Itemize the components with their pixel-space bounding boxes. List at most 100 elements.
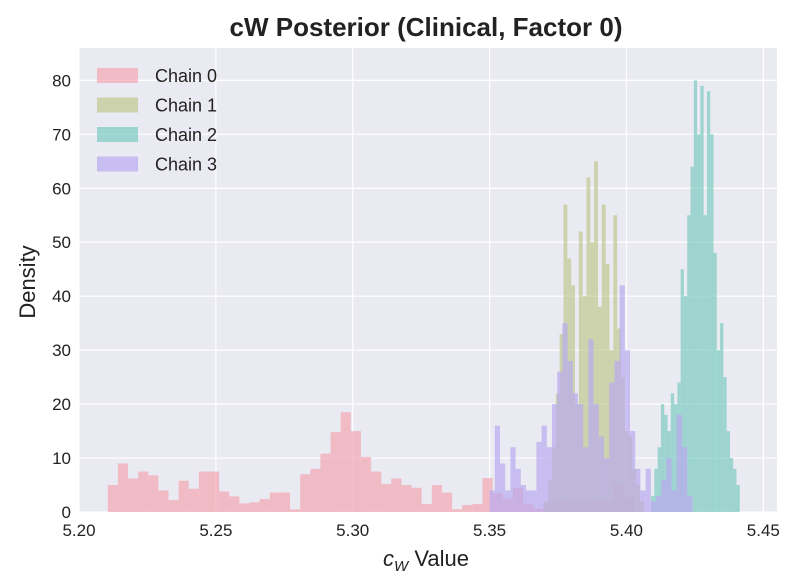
legend: Chain 0 Chain 1 Chain 2 Chain 3 — [97, 66, 217, 175]
histogram-bar — [664, 414, 668, 512]
histogram-bar — [650, 501, 657, 512]
x-axis-ticks: 5.20 5.25 5.30 5.35 5.40 5.45 — [62, 521, 779, 540]
histogram-bar — [259, 499, 270, 512]
histogram-bar — [525, 490, 532, 512]
histogram-bar — [290, 509, 301, 512]
legend-label: Chain 3 — [155, 155, 217, 175]
histogram-bar — [661, 479, 667, 512]
histogram-bar — [593, 404, 599, 512]
histogram-bar — [494, 425, 500, 512]
y-tick-label: 50 — [52, 233, 71, 252]
histogram-bar — [713, 253, 717, 512]
histogram-bar — [117, 463, 128, 512]
x-tick-label: 5.25 — [199, 521, 232, 540]
histogram-bar — [605, 263, 610, 512]
histogram-bar — [300, 474, 311, 512]
histogram-bar — [209, 471, 220, 512]
series-0-bars — [107, 412, 635, 512]
histogram-bar — [546, 447, 552, 512]
histogram-bar — [239, 503, 250, 512]
histogram-bar — [198, 471, 210, 512]
histogram-bar — [680, 269, 684, 512]
x-tick-label: 5.40 — [610, 521, 643, 540]
histogram-bar — [614, 360, 620, 512]
histogram-bar — [219, 491, 230, 512]
histogram-bar — [582, 296, 587, 512]
histogram-bar — [269, 492, 280, 512]
legend-swatch — [97, 127, 138, 142]
legend-swatch — [97, 156, 138, 172]
histogram-bar — [330, 432, 341, 512]
histogram-bar — [499, 463, 506, 512]
histogram-bar — [654, 468, 658, 512]
histogram-bar — [601, 204, 606, 512]
histogram-bar — [645, 468, 651, 512]
histogram-bars — [107, 80, 740, 513]
histogram-bar — [489, 490, 495, 512]
y-tick-label: 10 — [52, 449, 71, 468]
histogram-bar — [249, 502, 260, 512]
histogram-bar — [736, 485, 740, 512]
y-tick-label: 0 — [62, 503, 71, 522]
histogram-bar — [660, 404, 665, 512]
histogram-bar — [350, 431, 361, 512]
histogram-bar — [411, 487, 422, 512]
histogram-bar — [148, 475, 159, 512]
histogram-bar — [229, 496, 240, 512]
histogram-bar — [168, 500, 179, 512]
histogram-bar — [578, 404, 584, 512]
histogram-bar — [733, 468, 737, 512]
histogram-bar — [127, 478, 139, 512]
y-tick-label: 40 — [52, 287, 71, 306]
histogram-bar — [557, 371, 563, 512]
histogram-bar — [690, 166, 694, 512]
x-tick-label: 5.45 — [747, 521, 780, 540]
histogram-bar — [666, 458, 672, 512]
y-tick-label: 80 — [52, 71, 71, 90]
x-tick-label: 5.35 — [473, 521, 506, 540]
histogram-bar — [279, 492, 291, 512]
histogram-bar — [462, 504, 473, 512]
histogram-bar — [138, 471, 149, 512]
histogram-bar — [421, 503, 432, 512]
histogram-bar — [682, 447, 688, 512]
y-tick-label: 60 — [52, 179, 71, 198]
histogram-bar — [310, 468, 321, 512]
histogram-bar — [624, 350, 631, 512]
histogram-bar — [683, 296, 688, 512]
histogram-bar — [723, 377, 727, 512]
legend-label: Chain 2 — [155, 125, 217, 145]
histogram-bar — [703, 215, 707, 513]
x-axis-label-text: Value — [408, 546, 469, 571]
histogram-bar — [441, 492, 453, 512]
histogram-bar — [697, 134, 701, 513]
histogram-bar — [431, 485, 442, 512]
legend-swatch — [97, 68, 138, 83]
histogram-bar — [640, 490, 646, 512]
histogram-bar — [541, 425, 547, 512]
histogram-bar — [726, 431, 730, 512]
histogram-bar — [635, 468, 641, 512]
histogram-bar — [510, 447, 516, 512]
legend-swatch — [97, 97, 138, 113]
histogram-bar — [551, 404, 558, 512]
histogram-bar — [674, 404, 678, 512]
histogram-bar — [729, 458, 734, 512]
histogram-bar — [515, 468, 521, 512]
histogram-bar — [706, 91, 711, 513]
y-axis-ticks: 0 10 20 30 40 50 60 70 80 — [52, 71, 71, 522]
histogram-bar — [360, 456, 372, 512]
histogram-bar — [657, 447, 661, 512]
histogram-bar — [720, 323, 724, 512]
histogram-bar — [676, 414, 683, 512]
histogram-bar — [716, 350, 721, 512]
grid-lines — [78, 48, 777, 513]
histogram-bar — [687, 215, 691, 513]
histogram-bar — [178, 480, 189, 512]
legend-label: Chain 0 — [155, 66, 217, 86]
x-axis-label-variable: c — [383, 546, 394, 571]
histogram-bar — [340, 412, 351, 512]
plot-background — [79, 48, 777, 512]
histogram-bar — [562, 323, 568, 512]
